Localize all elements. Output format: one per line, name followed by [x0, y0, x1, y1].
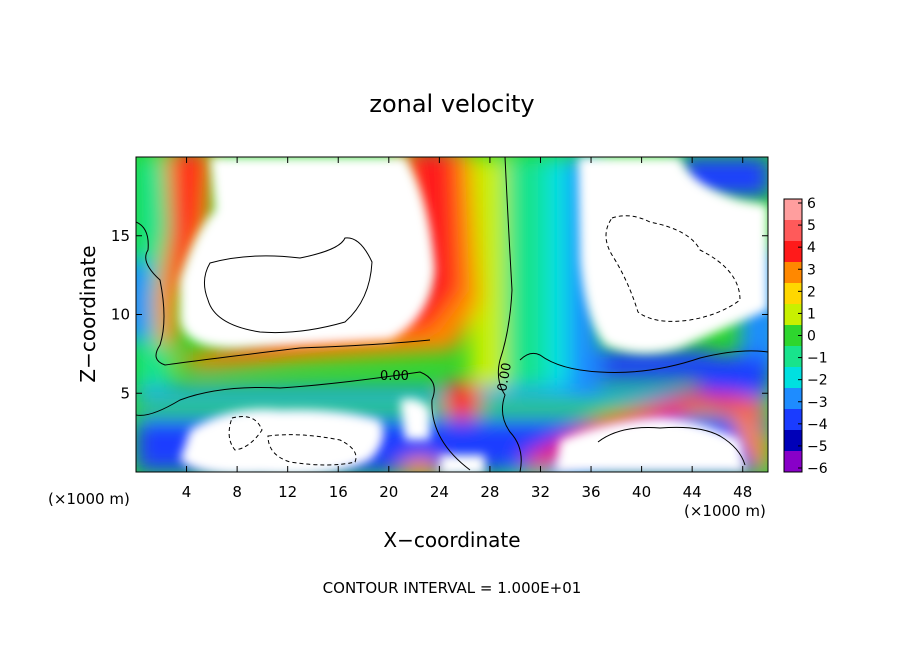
- colorbar-swatch: [784, 262, 802, 284]
- colorbar-label: −5: [807, 439, 828, 455]
- y-tick-label: 15: [111, 227, 130, 245]
- plot-area: 0.00 0.00: [136, 157, 768, 472]
- colorbar-swatch: [784, 388, 802, 410]
- colorbar-label: 2: [807, 284, 816, 300]
- x-unit-right: (×1000 m): [684, 502, 766, 520]
- x-axis-label: X−coordinate: [383, 528, 520, 552]
- contour-dashed-right: [605, 215, 741, 322]
- contour-zero-left: [136, 221, 431, 366]
- chart-title: zonal velocity: [369, 90, 534, 118]
- contour-label: 0.00: [380, 369, 409, 384]
- colorbar-label: 4: [807, 240, 816, 256]
- contour-solid-lower-right: [597, 426, 746, 466]
- contour-label: 0.00: [495, 362, 515, 393]
- x-tick-label: 48: [733, 483, 752, 501]
- colorbar-swatch: [784, 241, 802, 263]
- y-tick-label: 10: [111, 306, 130, 324]
- colorbar-label: 5: [807, 218, 816, 234]
- colorbar-label: 1: [807, 306, 816, 322]
- colorbar-swatch: [784, 346, 802, 368]
- colorbar-swatch: [784, 325, 802, 347]
- contour-zero-low: [136, 371, 471, 471]
- white-regions: [180, 157, 768, 472]
- contour-lines: [136, 157, 768, 472]
- x-axis: 4 8 12 16 20 24 28 32 36 40 44 48: [182, 157, 752, 501]
- colorbar: 6 5 4 3 2 1 0 −1 −2 −3 −4 −5 −6: [783, 196, 828, 477]
- x-unit-left: (×1000 m): [48, 490, 130, 508]
- colorbar-label: −4: [807, 417, 828, 433]
- x-tick-label: 12: [278, 483, 297, 501]
- colorbar-swatch: [784, 199, 802, 221]
- colorbar-swatch: [784, 220, 802, 242]
- x-tick-label: 44: [683, 483, 702, 501]
- colorbar-swatch: [784, 304, 802, 326]
- colorbar-swatch: [784, 283, 802, 305]
- y-axis: 5 10 15: [111, 227, 768, 402]
- colorbar-label: 3: [807, 262, 816, 278]
- x-tick-label: 4: [182, 483, 192, 501]
- contour-zero-center: [497, 157, 522, 472]
- contour-zero-right: [519, 350, 768, 373]
- x-tick-label: 40: [632, 483, 651, 501]
- colorbar-label: −1: [807, 351, 828, 367]
- x-tick-label: 16: [329, 483, 348, 501]
- y-axis-label: Z−coordinate: [76, 245, 100, 382]
- contour-dashed-lower-left: [228, 416, 263, 451]
- x-tick-label: 20: [379, 483, 398, 501]
- colorbar-swatch: [784, 409, 802, 431]
- colorbar-swatch: [784, 451, 802, 473]
- colorbar-label: −2: [807, 373, 828, 389]
- colorbar-label: 6: [807, 196, 816, 212]
- contour-interval-note: CONTOUR INTERVAL = 1.000E+01: [323, 579, 582, 597]
- colorbar-swatch: [784, 430, 802, 452]
- colorbar-swatch: [784, 367, 802, 389]
- contour-solid-upper-left: [204, 237, 373, 334]
- x-tick-label: 36: [581, 483, 600, 501]
- contour-dashed-lower-mid: [267, 434, 357, 466]
- x-tick-label: 24: [430, 483, 449, 501]
- x-tick-label: 28: [480, 483, 499, 501]
- y-tick-label: 5: [120, 384, 130, 402]
- colorbar-label: 0: [807, 329, 816, 345]
- x-tick-label: 8: [232, 483, 242, 501]
- colorbar-label: −6: [807, 461, 828, 477]
- colorbar-label: −3: [807, 395, 828, 411]
- x-tick-label: 32: [531, 483, 550, 501]
